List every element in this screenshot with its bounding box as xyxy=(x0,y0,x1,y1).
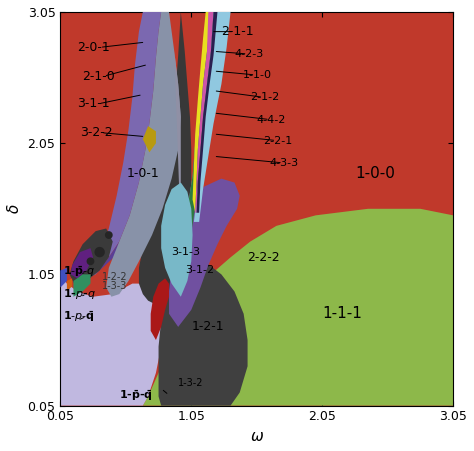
Text: 2-1-2: 2-1-2 xyxy=(250,92,280,102)
Text: 4-2-3: 4-2-3 xyxy=(235,49,264,59)
Text: 4-3-3: 4-3-3 xyxy=(270,158,299,168)
Text: $\mathbf{1}$-$\mathbf{\bar{p}}$-$\mathit{q}$: $\mathbf{1}$-$\mathbf{\bar{p}}$-$\mathit… xyxy=(63,264,95,279)
Polygon shape xyxy=(192,12,211,213)
Polygon shape xyxy=(194,12,230,222)
Text: $\mathbf{1}$-$\mathit{p}$-$\mathit{q}$: $\mathbf{1}$-$\mathit{p}$-$\mathit{q}$ xyxy=(63,287,96,301)
Polygon shape xyxy=(67,278,72,291)
Polygon shape xyxy=(174,12,213,242)
Polygon shape xyxy=(130,209,453,405)
Polygon shape xyxy=(143,126,156,152)
Polygon shape xyxy=(60,274,166,405)
Polygon shape xyxy=(70,229,113,288)
Text: 1-3-2: 1-3-2 xyxy=(178,378,204,388)
Polygon shape xyxy=(106,12,181,297)
Text: 1-2-2: 1-2-2 xyxy=(102,272,128,282)
Text: 1-1-1: 1-1-1 xyxy=(322,306,362,321)
Polygon shape xyxy=(139,12,191,304)
Text: 3-1-2: 3-1-2 xyxy=(185,266,214,276)
Polygon shape xyxy=(195,12,213,213)
Polygon shape xyxy=(73,274,91,297)
Text: 1-1-0: 1-1-0 xyxy=(242,70,271,80)
Polygon shape xyxy=(151,278,169,340)
Text: 1-2-1: 1-2-1 xyxy=(191,320,224,333)
Text: 2-2-1: 2-2-1 xyxy=(263,136,292,146)
Polygon shape xyxy=(71,248,93,278)
Text: 1-0-0: 1-0-0 xyxy=(355,166,395,181)
Polygon shape xyxy=(60,268,67,288)
Text: 4-4-2: 4-4-2 xyxy=(257,115,286,124)
Text: $\mathbf{1}$-$\mathit{p}$-$\mathbf{\bar{q}}$: $\mathbf{1}$-$\mathit{p}$-$\mathbf{\bar{… xyxy=(63,309,95,324)
Polygon shape xyxy=(181,12,227,242)
Polygon shape xyxy=(87,258,94,265)
Y-axis label: δ: δ xyxy=(7,204,22,213)
Polygon shape xyxy=(105,231,113,239)
Text: $\mathbf{1}$-$\mathbf{\bar{p}}$-$\mathbf{\bar{q}}$: $\mathbf{1}$-$\mathbf{\bar{p}}$-$\mathbf… xyxy=(119,388,153,402)
Polygon shape xyxy=(169,179,240,327)
Polygon shape xyxy=(158,255,247,405)
Text: 2-0-1: 2-0-1 xyxy=(77,41,110,54)
Polygon shape xyxy=(80,12,161,281)
Text: 2-1-0: 2-1-0 xyxy=(82,70,115,83)
Text: 3-1-3: 3-1-3 xyxy=(172,247,201,257)
Polygon shape xyxy=(94,247,105,258)
Text: 1-0-1: 1-0-1 xyxy=(127,167,160,180)
Text: 2-2-2: 2-2-2 xyxy=(247,251,280,264)
X-axis label: ω: ω xyxy=(250,429,263,444)
Polygon shape xyxy=(197,12,218,213)
Text: 2-1-1: 2-1-1 xyxy=(221,25,254,38)
Text: 3-2-2: 3-2-2 xyxy=(80,126,113,139)
Polygon shape xyxy=(96,12,169,274)
Text: 1-3-3: 1-3-3 xyxy=(102,281,128,291)
Text: 3-1-1: 3-1-1 xyxy=(77,97,110,110)
Polygon shape xyxy=(161,183,192,297)
